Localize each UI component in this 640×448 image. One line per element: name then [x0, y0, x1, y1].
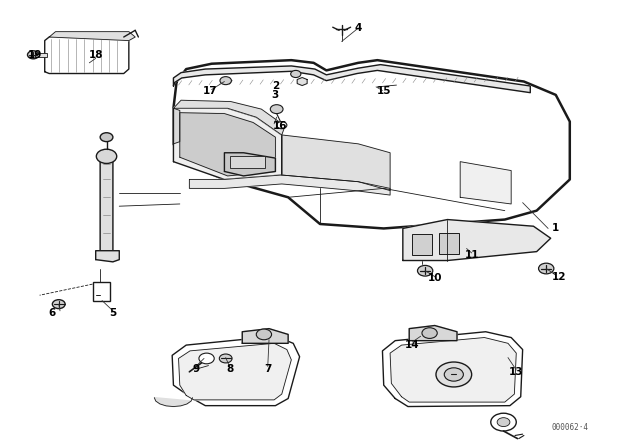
Text: 13: 13 — [509, 367, 524, 377]
Polygon shape — [282, 135, 390, 190]
Circle shape — [100, 133, 113, 142]
Text: 16: 16 — [273, 121, 288, 131]
Circle shape — [417, 265, 433, 276]
Polygon shape — [49, 32, 135, 41]
Text: 2: 2 — [272, 81, 279, 91]
Text: 18: 18 — [88, 50, 103, 60]
Bar — [35, 52, 47, 57]
Circle shape — [220, 77, 232, 85]
Text: 15: 15 — [376, 86, 391, 96]
Text: 17: 17 — [203, 86, 218, 96]
Polygon shape — [173, 60, 570, 228]
Text: 4: 4 — [355, 23, 362, 33]
Circle shape — [220, 354, 232, 363]
Text: 9: 9 — [192, 364, 199, 374]
Text: 3: 3 — [272, 90, 279, 100]
Polygon shape — [173, 108, 180, 144]
Circle shape — [444, 368, 463, 381]
Circle shape — [276, 121, 287, 129]
Polygon shape — [173, 100, 285, 135]
Text: 7: 7 — [264, 364, 271, 374]
Text: 8: 8 — [226, 364, 233, 374]
Text: 1: 1 — [552, 224, 559, 233]
Circle shape — [270, 105, 283, 114]
Polygon shape — [173, 108, 282, 180]
Polygon shape — [45, 37, 129, 73]
Circle shape — [52, 300, 65, 309]
Circle shape — [422, 328, 437, 338]
Polygon shape — [390, 337, 516, 402]
Text: 14: 14 — [405, 340, 420, 350]
Text: 6: 6 — [49, 308, 56, 318]
Polygon shape — [180, 113, 275, 176]
Bar — [438, 233, 459, 254]
Bar — [230, 156, 264, 168]
Circle shape — [491, 413, 516, 431]
Circle shape — [291, 70, 301, 78]
Polygon shape — [96, 251, 119, 262]
Text: 12: 12 — [552, 271, 566, 281]
Circle shape — [298, 78, 307, 85]
Polygon shape — [225, 153, 275, 176]
Polygon shape — [173, 65, 531, 93]
Polygon shape — [154, 398, 191, 406]
Text: 11: 11 — [465, 250, 479, 260]
Polygon shape — [383, 332, 523, 406]
Circle shape — [539, 263, 554, 274]
Circle shape — [497, 418, 510, 426]
Polygon shape — [297, 78, 307, 86]
Polygon shape — [179, 343, 291, 400]
Bar — [412, 234, 432, 255]
Polygon shape — [460, 162, 511, 204]
Circle shape — [199, 353, 214, 364]
Bar — [93, 282, 110, 301]
Text: 19: 19 — [28, 50, 42, 60]
Text: 5: 5 — [109, 308, 116, 318]
Polygon shape — [409, 326, 457, 340]
Text: 10: 10 — [428, 273, 442, 283]
Polygon shape — [243, 329, 288, 343]
Polygon shape — [172, 336, 300, 405]
Circle shape — [436, 362, 472, 387]
Text: 000062·4: 000062·4 — [552, 423, 589, 432]
Polygon shape — [189, 175, 390, 195]
Polygon shape — [100, 159, 113, 255]
Circle shape — [28, 51, 39, 59]
Polygon shape — [403, 220, 550, 260]
Circle shape — [256, 329, 271, 340]
Circle shape — [97, 149, 116, 164]
